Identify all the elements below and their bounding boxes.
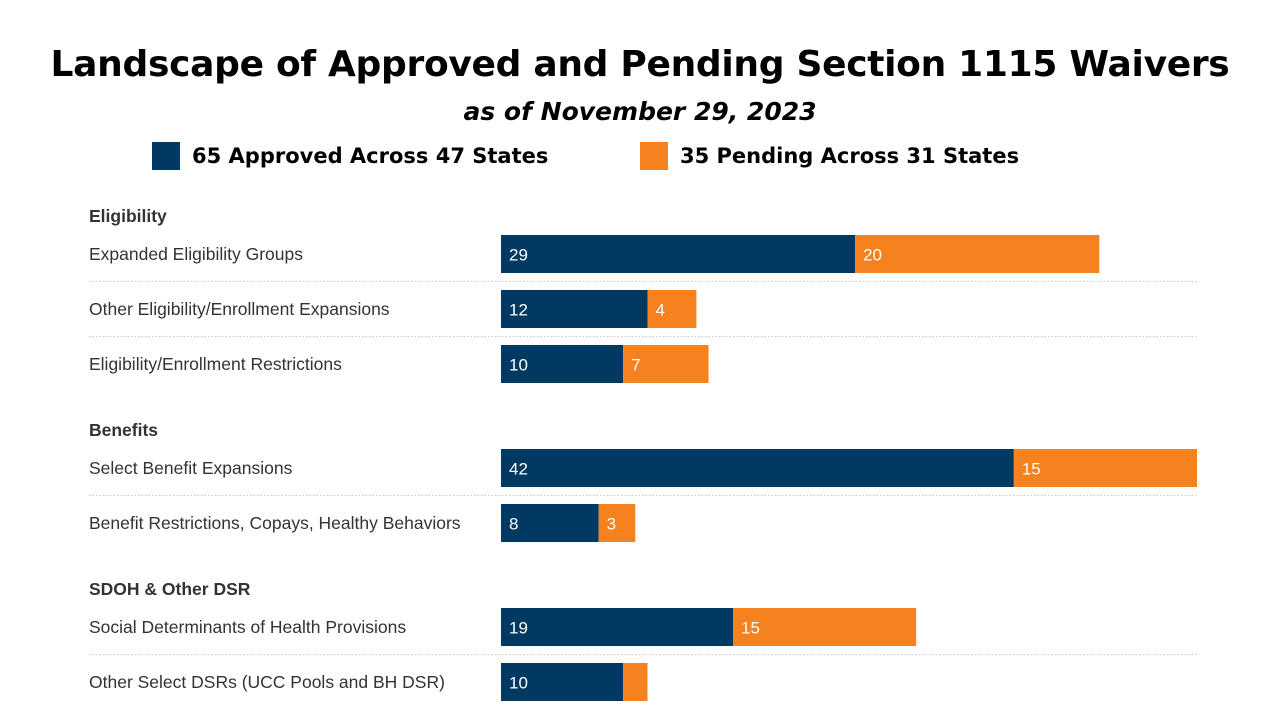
category-label: Select Benefit Expansions	[89, 458, 293, 478]
value-label-approved: 10	[509, 674, 528, 693]
category-label: Benefit Restrictions, Copays, Healthy Be…	[89, 513, 461, 533]
bar-pending	[1013, 449, 1197, 487]
chart-title: Landscape of Approved and Pending Sectio…	[50, 44, 1230, 85]
bar-approved	[501, 608, 733, 646]
bar-pending	[598, 504, 636, 542]
group-label: Benefits	[89, 420, 158, 440]
bar-approved	[501, 235, 856, 273]
legend-swatch-approved	[152, 142, 180, 170]
value-label-approved: 29	[509, 246, 528, 265]
value-label-pending: 4	[656, 301, 665, 320]
value-label-pending: 20	[863, 246, 882, 265]
category-label: Other Select DSRs (UCC Pools and BH DSR)	[89, 672, 445, 692]
bar-approved	[501, 449, 1014, 487]
value-label-pending: 15	[741, 619, 760, 638]
bar-pending	[623, 663, 648, 701]
bar-approved	[501, 290, 648, 328]
category-label: Other Eligibility/Enrollment Expansions	[89, 299, 390, 319]
legend-item-pending: 35 Pending Across 31 States	[640, 141, 1019, 171]
bar-pending	[647, 290, 697, 328]
value-label-pending: 3	[607, 515, 616, 534]
bar-approved	[501, 504, 599, 542]
legend-label-pending: 35 Pending Across 31 States	[680, 144, 1020, 168]
value-label-pending: 15	[1022, 460, 1041, 479]
chart-subtitle: as of November 29, 2023	[463, 97, 817, 126]
bar-approved	[501, 663, 624, 701]
value-label-approved: 8	[509, 515, 518, 534]
legend-label-approved: 65 Approved Across 47 States	[192, 144, 549, 168]
value-label-approved: 12	[509, 301, 528, 320]
category-label: Social Determinants of Health Provisions	[89, 617, 406, 637]
bar-pending	[733, 608, 917, 646]
category-label: Expanded Eligibility Groups	[89, 244, 303, 264]
category-label: Eligibility/Enrollment Restrictions	[89, 354, 342, 374]
value-label-approved: 42	[509, 460, 528, 479]
group-label: Eligibility	[89, 206, 167, 226]
value-label-pending: 7	[631, 356, 640, 375]
bar-pending	[855, 235, 1100, 273]
legend-swatch-pending	[640, 142, 668, 170]
value-label-approved: 19	[509, 619, 528, 638]
bar-approved	[501, 345, 624, 383]
value-label-approved: 10	[509, 356, 528, 375]
group-label: SDOH & Other DSR	[89, 579, 251, 599]
legend-item-approved: 65 Approved Across 47 States	[152, 141, 548, 171]
bar-pending	[623, 345, 709, 383]
